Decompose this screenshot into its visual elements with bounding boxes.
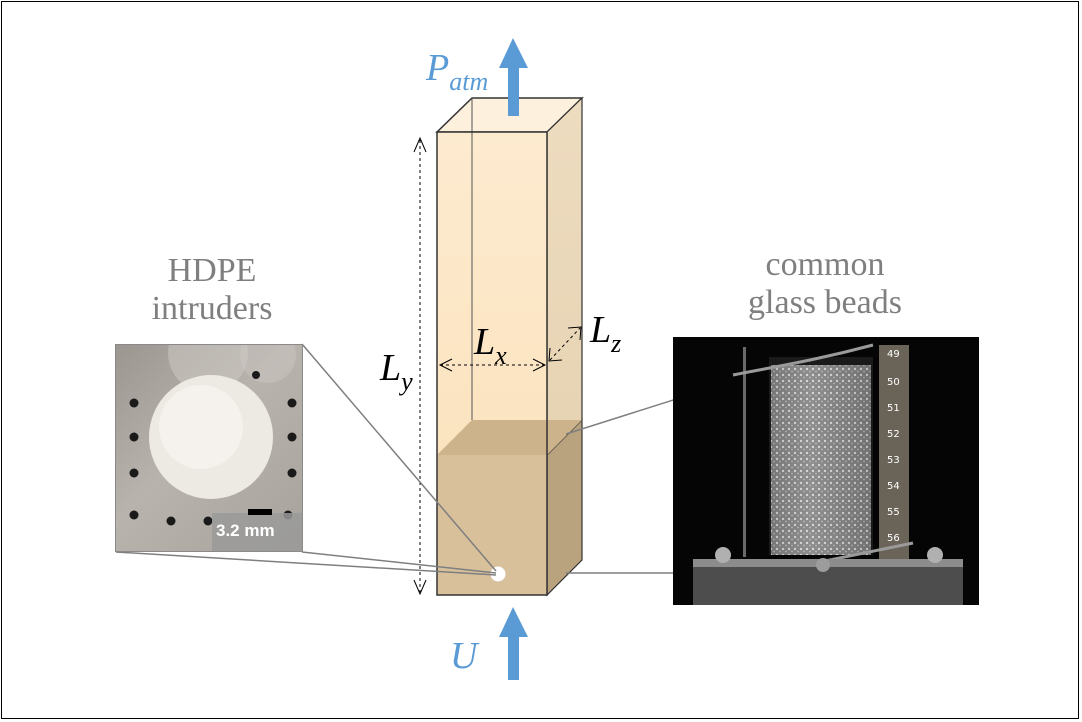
ly-label: Ly [380, 347, 413, 396]
svg-text:49: 49 [887, 349, 900, 360]
lz-dimension [548, 326, 582, 362]
svg-text:56: 56 [887, 533, 900, 544]
patm-arrow [499, 38, 528, 116]
beads-label: common glass beads [748, 246, 902, 321]
lx-dimension [438, 358, 547, 372]
svg-text:52: 52 [887, 429, 900, 440]
lz-label: Lz [590, 309, 622, 358]
intruders-label: HDPE intruders [151, 252, 273, 327]
svg-text:50: 50 [887, 377, 900, 388]
scale-text: 3.2 mm [216, 521, 275, 540]
column-side-upper [546, 96, 583, 457]
bed-surface [437, 420, 582, 455]
lx-label: Lx [474, 321, 507, 370]
u-label: U [450, 635, 478, 677]
svg-text:54: 54 [887, 481, 900, 492]
svg-text:53: 53 [887, 455, 900, 466]
svg-text:55: 55 [887, 507, 900, 518]
ly-dimension [413, 136, 427, 596]
svg-text:51: 51 [887, 403, 900, 414]
patm-label: Patm [426, 47, 489, 96]
intruder-dot [490, 566, 506, 582]
intruder-photo: 3.2 mm [115, 344, 303, 552]
u-arrow [499, 607, 528, 680]
column-front-upper [437, 132, 547, 455]
